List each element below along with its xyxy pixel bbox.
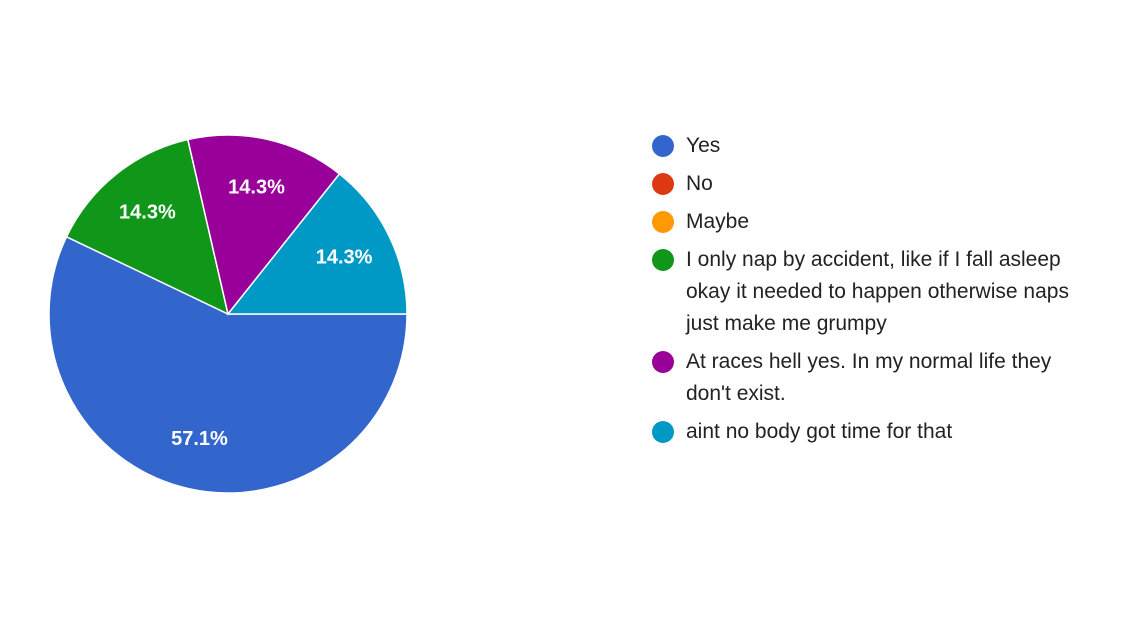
pie-slice — [65, 138, 230, 316]
pie-slice — [186, 134, 341, 316]
legend-item: Maybe — [652, 206, 1092, 238]
legend-swatch — [652, 173, 674, 195]
legend: Yes No Maybe I only nap by accident, like i… — [652, 130, 1092, 454]
legend-swatch — [652, 249, 674, 271]
legend-item: No — [652, 168, 1092, 200]
legend-label: Yes — [686, 134, 721, 157]
legend-label: I only nap by accident, like if I fall a… — [686, 248, 1069, 335]
legend-label: At races hell yes. In my normal life the… — [686, 350, 1052, 405]
chart: 57.1% 14.3% 14.3% 14.3% — [48, 134, 408, 494]
legend-label: No — [686, 172, 713, 195]
legend-label: Maybe — [686, 210, 750, 233]
legend-item: At races hell yes. In my normal life the… — [652, 346, 1092, 410]
legend-swatch — [652, 421, 674, 443]
legend-swatch — [652, 211, 674, 233]
slice-label: 14.3% — [228, 177, 285, 199]
legend-item: aint no body got time for that — [652, 416, 1092, 448]
slice-label: 14.3% — [316, 246, 373, 268]
legend-swatch — [652, 135, 674, 157]
legend-label: aint no body got time for that — [686, 420, 953, 443]
legend-item: I only nap by accident, like if I fall a… — [652, 244, 1092, 340]
pie-slice — [48, 235, 408, 494]
legend-item: Yes — [652, 130, 1092, 162]
slice-label: 14.3% — [119, 202, 176, 224]
slice-label: 57.1% — [171, 428, 228, 450]
legend-swatch — [652, 351, 674, 373]
pie-slice — [226, 172, 408, 315]
